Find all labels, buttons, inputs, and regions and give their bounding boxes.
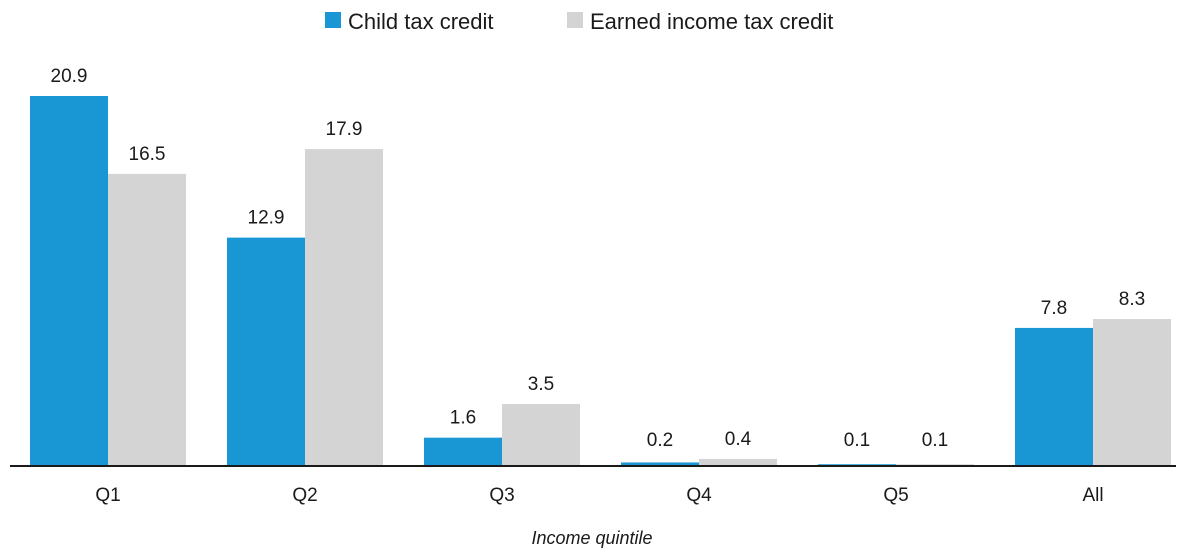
x-tick-label-q5: Q5 — [883, 485, 908, 506]
x-tick-label-all: All — [1082, 485, 1103, 506]
x-tick-label-q2: Q2 — [292, 485, 317, 506]
data-label-earned-income-tax-credit-q2: 17.9 — [326, 119, 363, 140]
bar-earned-income-tax-credit-all — [1093, 319, 1171, 466]
bar-earned-income-tax-credit-q3 — [502, 404, 580, 466]
data-label-child-tax-credit-all: 7.8 — [1041, 298, 1067, 319]
legend: Child tax credit Earned income tax credi… — [325, 9, 833, 34]
data-label-child-tax-credit-q3: 1.6 — [450, 408, 476, 429]
bar-child-tax-credit-all — [1015, 327, 1093, 466]
data-label-child-tax-credit-q4: 0.2 — [647, 430, 673, 451]
x-tick-label-q1: Q1 — [95, 485, 120, 506]
bar-earned-income-tax-credit-q4 — [699, 458, 777, 466]
bar-child-tax-credit-q4 — [621, 462, 699, 466]
x-tick-label-q4: Q4 — [686, 485, 712, 506]
data-label-earned-income-tax-credit-q5: 0.1 — [922, 430, 948, 451]
legend-swatch-earned-income-tax-credit — [567, 12, 583, 28]
data-label-child-tax-credit-q5: 0.1 — [844, 430, 870, 451]
data-label-child-tax-credit-q1: 20.9 — [51, 66, 88, 87]
bar-earned-income-tax-credit-q2 — [305, 149, 383, 466]
bar-child-tax-credit-q2 — [227, 237, 305, 466]
data-label-earned-income-tax-credit-q3: 3.5 — [528, 374, 554, 395]
x-axis-title: Income quintile — [531, 528, 652, 548]
bar-child-tax-credit-q1 — [30, 96, 108, 466]
plot-area: 20.9 16.5 Q1 12.9 17.9 Q2 1.6 3.5 Q3 0.2 0.4 Q4 0.1 0… — [30, 66, 1171, 506]
legend-swatch-child-tax-credit — [325, 12, 341, 28]
bar-earned-income-tax-credit-q1 — [108, 173, 186, 467]
data-label-earned-income-tax-credit-q4: 0.4 — [725, 429, 752, 450]
data-label-earned-income-tax-credit-all: 8.3 — [1119, 289, 1145, 310]
data-label-earned-income-tax-credit-q1: 16.5 — [129, 144, 166, 165]
x-tick-label-q3: Q3 — [489, 485, 514, 506]
legend-label-earned-income-tax-credit: Earned income tax credit — [590, 9, 833, 34]
data-label-child-tax-credit-q2: 12.9 — [248, 208, 285, 229]
bar-child-tax-credit-q3 — [424, 437, 502, 466]
legend-label-child-tax-credit: Child tax credit — [348, 9, 494, 34]
